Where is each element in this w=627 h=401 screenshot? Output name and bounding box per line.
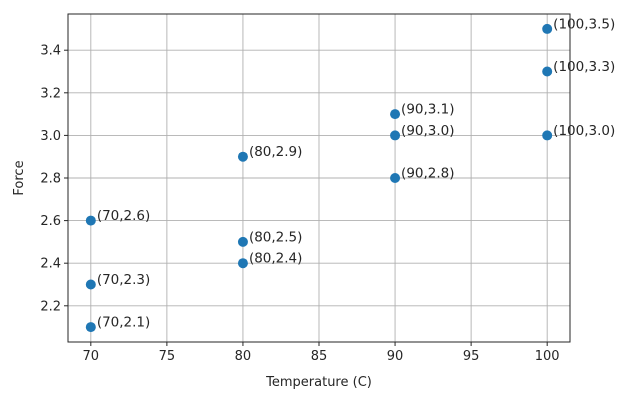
grid	[68, 14, 570, 342]
data-label: (100,3.5)	[553, 16, 615, 32]
data-point	[237, 236, 248, 247]
data-points	[85, 23, 553, 333]
y-tick-label: 3.4	[40, 44, 61, 59]
axis-ticks: 70 75 80 85 90 95 100 2.2 2.4 2.6 2.8 3.0 3.2 3.4	[40, 44, 559, 364]
data-label: (70,2.3)	[97, 272, 150, 288]
data-label: (90,3.0)	[401, 123, 454, 139]
y-tick-label: 2.8	[40, 172, 61, 187]
x-tick-label: 95	[463, 349, 480, 364]
data-point	[85, 322, 96, 333]
data-point	[390, 173, 401, 183]
data-labels: (70,2.1) (70,2.3) (70,2.6) (80,2.4) (80,2.5)…	[97, 16, 615, 330]
data-point	[542, 66, 553, 77]
data-label: (80,2.9)	[249, 144, 302, 160]
data-point	[542, 23, 553, 34]
data-label: (90,3.1)	[401, 102, 454, 118]
x-tick-label: 70	[83, 349, 100, 364]
data-point	[237, 151, 248, 162]
x-tick-label: 75	[159, 349, 176, 364]
x-tick-label: 85	[311, 349, 328, 364]
y-tick-label: 2.2	[40, 299, 61, 314]
data-label: (70,2.1)	[97, 315, 150, 331]
x-tick-label: 80	[235, 349, 252, 364]
data-point	[85, 279, 96, 290]
data-label: (80,2.5)	[249, 229, 302, 245]
y-tick-label: 2.6	[40, 214, 61, 229]
data-point	[390, 109, 401, 120]
data-label: (70,2.6)	[97, 208, 150, 224]
y-axis-title: Force	[12, 160, 27, 195]
data-label: (100,3.3)	[553, 59, 615, 75]
data-label: (80,2.4)	[249, 251, 302, 267]
x-tick-label: 90	[387, 349, 404, 364]
data-point	[237, 258, 248, 269]
data-label: (100,3.0)	[553, 123, 615, 139]
y-tick-label: 3.2	[40, 86, 61, 101]
x-axis-title: Temperature (C)	[265, 375, 372, 390]
data-point	[542, 130, 553, 141]
y-tick-label: 3.0	[40, 129, 61, 144]
data-point	[85, 215, 96, 226]
x-tick-label: 100	[535, 349, 560, 364]
y-tick-label: 2.4	[40, 257, 61, 272]
data-point	[390, 130, 401, 141]
data-label: (90,2.8)	[401, 166, 454, 182]
